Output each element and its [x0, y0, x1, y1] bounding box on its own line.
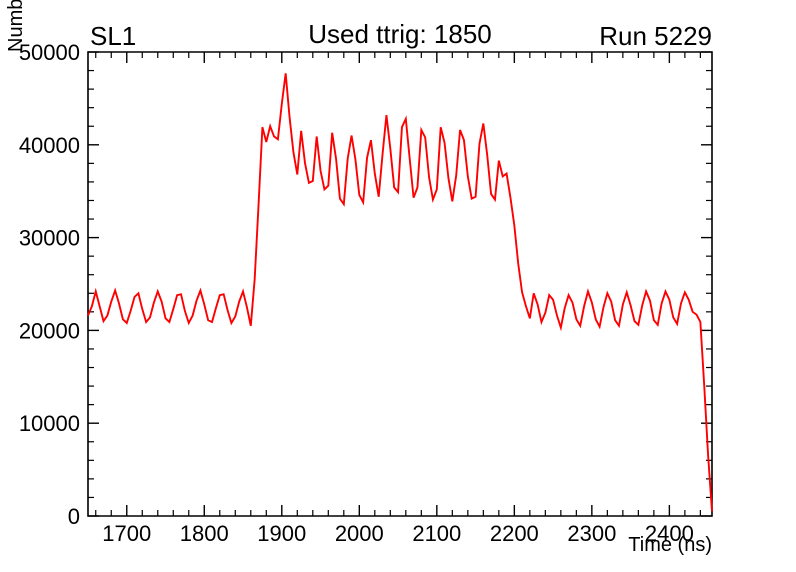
digis-time-series [87, 73, 713, 512]
header-left-label: SL1 [90, 21, 136, 51]
tick-label-layer: 1700 1800 1900 2000 2100 2200 2300 2400 0 10000 20… [19, 40, 694, 546]
x-tick-label: 1800 [180, 521, 229, 546]
y-tick-label: 50000 [19, 40, 80, 65]
x-tick-label: 1700 [102, 521, 151, 546]
y-tick-label: 0 [68, 504, 80, 529]
x-tick-label: 2400 [645, 521, 694, 546]
y-tick-label: 20000 [19, 318, 80, 343]
header-center-title: Used ttrig: 1850 [308, 19, 492, 49]
x-tick-label: 1900 [257, 521, 306, 546]
x-tick-label: 2100 [412, 521, 461, 546]
x-tick-label: 2200 [490, 521, 539, 546]
x-tick-label: 2300 [567, 521, 616, 546]
y-axis-title: Number of digis [5, 0, 27, 52]
y-tick-label: 30000 [19, 226, 80, 251]
plot-frame [87, 51, 713, 517]
axis-layer [87, 51, 713, 517]
x-tick-label: 2000 [335, 521, 384, 546]
y-tick-label: 10000 [19, 411, 80, 436]
x-axis-title: Time (ns) [628, 534, 712, 556]
y-tick-label: 40000 [19, 133, 80, 158]
header-right-label: Run 5229 [599, 21, 712, 51]
